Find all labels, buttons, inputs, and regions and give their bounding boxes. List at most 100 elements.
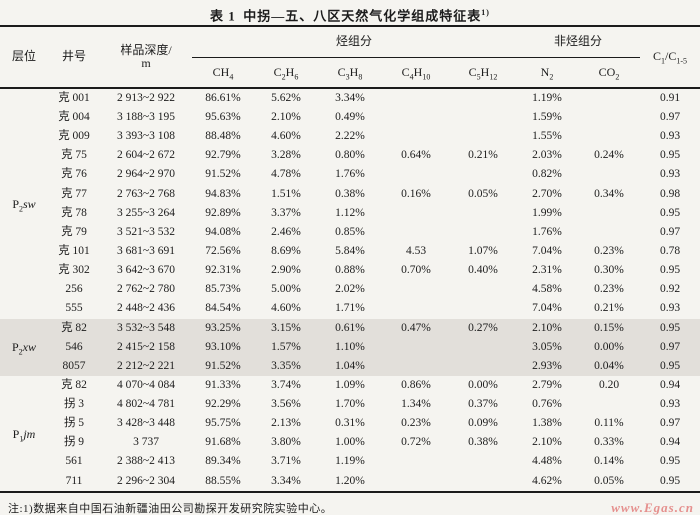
cell-ch4: 88.48%	[205, 130, 241, 143]
layer-label: P1jm	[12, 426, 36, 443]
cell-c2h6: 3.71%	[271, 455, 301, 468]
cell-c4h10: 0.70%	[401, 264, 431, 277]
cell-c1c15: 0.95	[659, 264, 681, 277]
table-footer: 注:1)数据来自中国石油新疆油田公司勘探开发研究院实验中心。 www.Egas.…	[0, 493, 700, 515]
cell-c3h8: 0.88%	[335, 264, 365, 277]
col-header-ch4: CH4	[192, 57, 254, 89]
cell-c4h10	[382, 453, 450, 472]
cell-c4h10: 0.47%	[382, 318, 450, 338]
cell-c3h8: 1.09%	[335, 378, 365, 391]
cell-c3h8: 0.80%	[335, 149, 365, 162]
cell-co2: 0.23%	[594, 244, 624, 257]
cell-depth: 2 763~2 768	[117, 187, 175, 200]
cell-c5h12: 0.05%	[468, 187, 498, 200]
col-header-n2: N2	[516, 57, 578, 89]
cell-depth: 2 964~2 970	[117, 168, 175, 181]
cell-c5h12	[450, 204, 516, 223]
cell-co2	[578, 395, 640, 414]
cell-depth: 2 762~2 780	[117, 283, 175, 296]
cell-c4h10	[382, 88, 450, 108]
col-header-depth: 样品深度/ m	[100, 26, 192, 89]
cell-c1c15: 0.95	[659, 455, 681, 468]
cell-ch4: 95.75%	[205, 417, 241, 430]
cell-c1c15: 0.97	[659, 417, 681, 430]
cell-c5h12	[450, 166, 516, 185]
col-header-c3h8: C3H8	[318, 57, 382, 89]
cell-ch4: 93.10%	[192, 337, 254, 357]
cell-well: 克 101	[58, 244, 90, 257]
table-row: 克 75 2 604~2 672 92.79% 3.28% 0.80% 0.64% 0.21…	[0, 146, 700, 165]
cell-co2: 0.11%	[594, 417, 624, 430]
cell-co2	[578, 223, 640, 242]
cell-c2h6: 4.60%	[271, 302, 301, 315]
cell-depth: 3 255~3 264	[117, 206, 175, 219]
cell-ch4: 93.25%	[192, 318, 254, 338]
cell-c3h8: 1.00%	[335, 436, 365, 449]
cell-n2: 2.93%	[516, 356, 578, 377]
cell-well: 546	[48, 337, 100, 357]
cell-c1c15: 0.95	[659, 206, 681, 219]
cell-c4h10: 1.34%	[401, 398, 431, 411]
cell-c3h8: 1.12%	[335, 206, 365, 219]
cell-n2: 2.10%	[516, 318, 578, 338]
cell-well: 711	[65, 474, 83, 487]
cell-c2h6: 4.78%	[271, 168, 301, 181]
cell-depth: 2 212~2 221	[100, 356, 192, 377]
cell-n2: 7.04%	[532, 302, 562, 315]
cell-depth: 4 802~4 781	[117, 398, 175, 411]
cell-c2h6: 1.57%	[254, 337, 318, 357]
layer-label: P2sw	[12, 196, 36, 214]
cell-c4h10	[382, 166, 450, 185]
table-row: 555 2 448~2 436 84.54% 4.60% 1.71% 7.04% 0.21%…	[0, 300, 700, 319]
col-header-c5h12: C5H12	[450, 57, 516, 89]
cell-c4h10: 0.23%	[401, 417, 431, 430]
cell-c2h6: 5.00%	[271, 283, 301, 296]
cell-c3h8: 0.31%	[335, 417, 365, 430]
col-header-c4h10: C4H10	[382, 57, 450, 89]
cell-c4h10	[382, 108, 450, 127]
cell-well: 克 009	[58, 130, 90, 143]
cell-well: 555	[65, 302, 83, 315]
data-source-footnote: 注:1)数据来自中国石油新疆油田公司勘探开发研究院实验中心。	[8, 502, 333, 515]
cell-c2h6: 3.37%	[271, 206, 301, 219]
cell-well: 克 82	[61, 378, 87, 391]
cell-co2	[578, 88, 640, 108]
cell-ch4: 91.52%	[205, 168, 241, 181]
cell-n2: 1.59%	[532, 110, 562, 123]
cell-co2	[578, 166, 640, 185]
cell-c3h8: 1.76%	[335, 168, 365, 181]
cell-c5h12: 0.21%	[468, 149, 498, 162]
cell-n2: 1.55%	[532, 130, 562, 143]
cell-co2: 0.34%	[594, 187, 624, 200]
cell-well: 克 001	[58, 91, 90, 104]
cell-c2h6: 2.13%	[271, 417, 301, 430]
table-row: P2sw 克 001 2 913~2 922 86.61% 5.62% 3.34% 1.19…	[0, 88, 700, 213]
cell-n2: 0.76%	[532, 398, 562, 411]
cell-c5h12: 0.00%	[468, 378, 498, 391]
table-row: 561 2 388~2 413 89.34% 3.71% 1.19% 4.48% 0.14%…	[0, 453, 700, 472]
cell-c3h8: 1.04%	[318, 356, 382, 377]
cell-c3h8: 0.61%	[318, 318, 382, 338]
cell-depth: 3 737	[133, 436, 159, 449]
cell-c1c15: 0.93	[659, 398, 681, 411]
cell-c2h6: 2.90%	[271, 264, 301, 277]
cell-depth: 2 448~2 436	[117, 302, 175, 315]
cell-c5h12: 0.40%	[468, 264, 498, 277]
cell-depth: 2 296~2 304	[117, 474, 175, 487]
table-row: 711 2 296~2 304 88.55% 3.34% 1.20% 4.62% 0.05%…	[0, 472, 700, 492]
cell-ch4: 95.63%	[205, 110, 241, 123]
footnote-marker: 1)	[481, 8, 490, 17]
cell-well: 拐 3	[63, 398, 85, 411]
cell-well: 拐 9	[63, 436, 85, 449]
cell-c1c15: 0.95	[640, 356, 700, 377]
cell-c3h8: 1.19%	[335, 455, 365, 468]
cell-co2: 0.23%	[594, 283, 624, 296]
cell-co2: 0.30%	[594, 264, 624, 277]
cell-well: 256	[65, 283, 83, 296]
cell-co2	[578, 108, 640, 127]
cell-n2: 1.76%	[532, 225, 562, 238]
cell-c4h10	[382, 472, 450, 492]
cell-ch4: 91.68%	[205, 436, 241, 449]
table-title: 表 1 中拐—五、八区天然气化学组成特征表1)	[0, 0, 700, 25]
cell-c5h12	[450, 300, 516, 319]
